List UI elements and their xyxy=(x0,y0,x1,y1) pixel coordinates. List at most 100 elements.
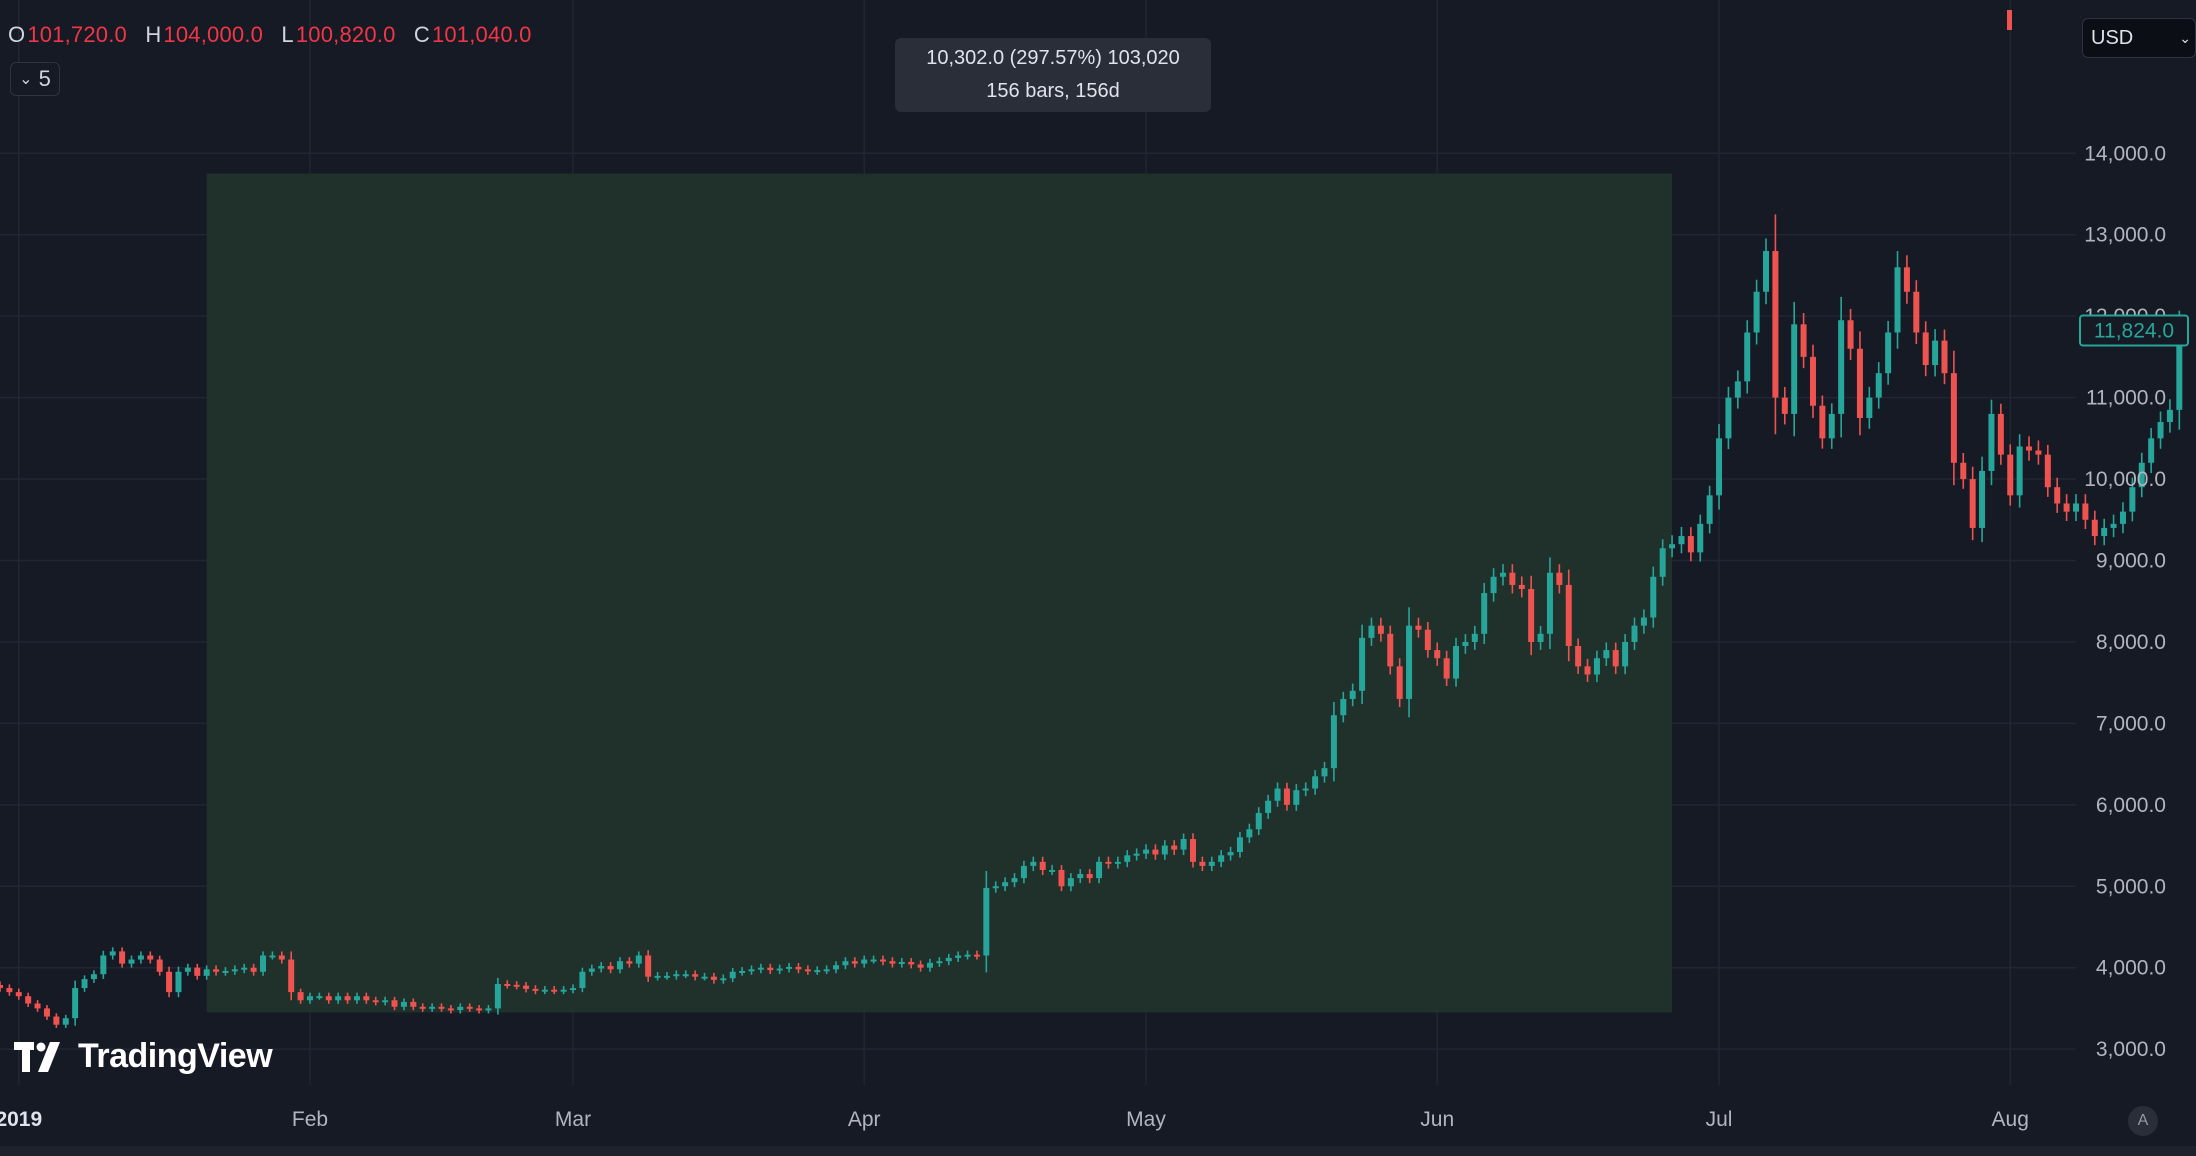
candle xyxy=(203,965,210,980)
candle xyxy=(438,1003,445,1012)
candle xyxy=(1359,624,1366,705)
candle xyxy=(1791,301,1798,437)
candle xyxy=(466,1003,473,1012)
low-value: 100,820.0 xyxy=(295,22,396,47)
candle xyxy=(62,1014,69,1029)
candle xyxy=(2035,440,2042,465)
candle xyxy=(297,988,304,1004)
price-tick-label: 13,000.0 xyxy=(2084,224,2166,247)
candle xyxy=(1086,869,1093,884)
candle xyxy=(607,962,614,974)
candle xyxy=(767,963,774,975)
candle xyxy=(2073,494,2079,522)
candle xyxy=(382,996,389,1006)
tradingview-logo-icon xyxy=(14,1041,60,1072)
candle xyxy=(1997,403,2004,465)
candle xyxy=(645,950,652,982)
candle xyxy=(1387,625,1394,675)
price-tick-label: 8,000.0 xyxy=(2096,631,2166,654)
candle xyxy=(1856,331,1863,436)
candle xyxy=(2157,411,2164,449)
candle xyxy=(1640,609,1647,634)
candle xyxy=(720,974,727,984)
candle xyxy=(1321,761,1328,783)
candle xyxy=(2119,502,2126,534)
candle xyxy=(410,998,417,1011)
price-axis[interactable]: 3,000.0 4,000.0 5,000.0 6,000.0 7,000.0 8,000… xyxy=(2084,142,2166,1061)
candle xyxy=(1716,424,1723,510)
ohlc-legend: O101,720.0 H104,000.0 L100,820.0 C101,04… xyxy=(8,22,544,48)
candle xyxy=(532,985,539,995)
candle xyxy=(842,957,849,970)
time-axis[interactable]: 2019 Feb Mar Apr May Jun Jul Aug xyxy=(0,1108,2029,1131)
candle xyxy=(870,955,877,964)
candle xyxy=(1697,514,1704,562)
candle xyxy=(1349,683,1356,707)
candle xyxy=(1424,621,1431,658)
time-tick-label: Aug xyxy=(1992,1108,2029,1131)
candle xyxy=(1340,691,1347,723)
indicators-collapse-button[interactable]: ⌄ 5 xyxy=(10,62,60,96)
time-tick-label: Jul xyxy=(1706,1108,1733,1131)
bottom-strip xyxy=(0,1146,2196,1156)
candle xyxy=(804,965,811,975)
candle xyxy=(1894,251,1901,349)
candle xyxy=(945,953,952,966)
candle xyxy=(1932,329,1939,377)
time-tick-label: 2019 xyxy=(0,1108,42,1131)
candle xyxy=(1828,403,1835,449)
candle xyxy=(1800,313,1807,369)
candle xyxy=(776,964,783,975)
candle xyxy=(1866,386,1873,429)
candle xyxy=(2091,510,2098,546)
candle xyxy=(1283,782,1290,811)
candle xyxy=(476,1005,483,1014)
candle xyxy=(6,984,13,996)
candle xyxy=(513,981,520,990)
chevron-down-icon: ⌄ xyxy=(2179,29,2191,46)
candle xyxy=(598,962,605,973)
currency-selector[interactable]: USD ⌄ xyxy=(2082,18,2196,58)
candle xyxy=(485,1004,492,1014)
candle xyxy=(1687,527,1694,562)
candle xyxy=(880,955,887,966)
candle xyxy=(908,958,915,969)
candle xyxy=(1312,770,1319,795)
time-tick-label: Feb xyxy=(292,1108,328,1131)
candle xyxy=(2026,436,2033,461)
candle xyxy=(194,963,201,980)
candle xyxy=(1913,280,1920,344)
candle xyxy=(1565,569,1572,662)
candle xyxy=(34,1000,41,1012)
candle xyxy=(457,1003,464,1014)
candle xyxy=(1020,860,1027,884)
candle xyxy=(1199,856,1206,872)
candle xyxy=(156,955,163,976)
auto-scale-button[interactable]: A xyxy=(2128,1106,2158,1136)
candle xyxy=(1903,255,1910,304)
candle xyxy=(260,951,267,976)
price-tick-label: 14,000.0 xyxy=(2084,142,2166,165)
price-tick-label: 10,000.0 xyxy=(2084,468,2166,491)
measure-change: 10,302.0 (297.57%) 103,020 xyxy=(926,47,1180,69)
candle xyxy=(504,980,511,989)
candle xyxy=(1208,856,1215,872)
measure-range-box[interactable] xyxy=(206,173,1673,1013)
candle xyxy=(1744,320,1751,394)
tradingview-logo[interactable]: TradingView xyxy=(14,1037,273,1076)
low-key: L xyxy=(281,22,294,47)
candle xyxy=(372,996,379,1006)
candle xyxy=(1659,539,1666,586)
candle xyxy=(1002,877,1009,892)
candle xyxy=(1236,831,1243,858)
candle xyxy=(184,963,191,976)
candle xyxy=(814,966,821,975)
last-price-badge xyxy=(2079,314,2189,347)
candle xyxy=(1969,466,1976,541)
candle xyxy=(325,992,332,1004)
candle xyxy=(1584,658,1591,682)
candle xyxy=(250,963,257,976)
candle xyxy=(795,962,802,974)
candle xyxy=(1453,637,1460,687)
